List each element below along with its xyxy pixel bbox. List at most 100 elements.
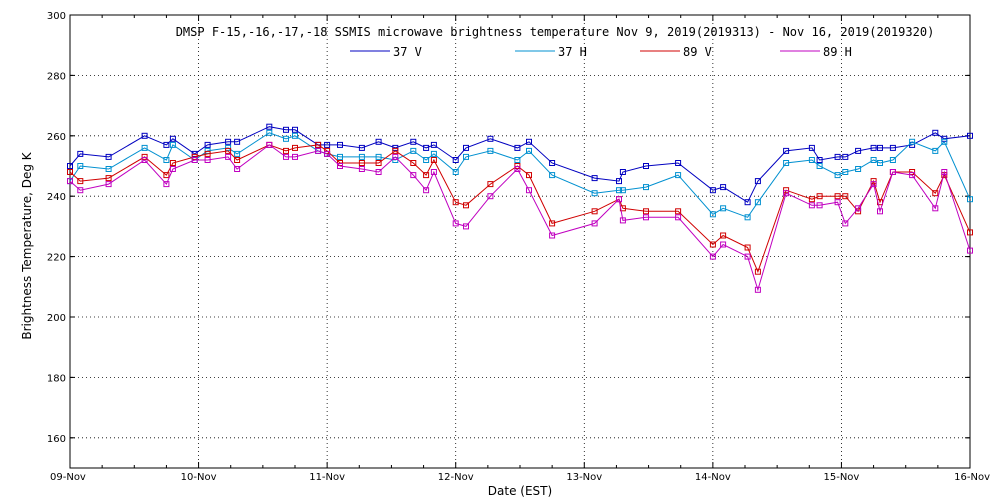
data-point <box>616 178 622 185</box>
data-point <box>808 144 815 151</box>
data-point <box>430 150 437 157</box>
data-point <box>452 157 459 163</box>
data-point <box>514 166 521 172</box>
data-point <box>619 169 626 175</box>
data-point <box>375 169 382 175</box>
legend-label: 37 H <box>558 45 587 59</box>
data-point <box>283 135 289 142</box>
y-tick-label: 240 <box>47 192 66 203</box>
legend-label: 37 V <box>393 45 422 59</box>
data-point <box>266 123 273 130</box>
data-point <box>487 135 494 142</box>
data-point <box>808 202 815 209</box>
data-point <box>266 141 273 148</box>
series-37-v <box>67 123 973 206</box>
data-point <box>292 126 298 133</box>
data-point <box>141 132 148 139</box>
series-line <box>69 126 971 203</box>
data-point <box>204 141 211 148</box>
data-point <box>889 157 896 163</box>
data-point <box>77 150 84 157</box>
data-point <box>204 157 211 163</box>
data-point <box>337 163 343 169</box>
data-point <box>526 187 532 194</box>
data-point <box>855 205 862 212</box>
data-point <box>423 187 430 194</box>
data-point <box>889 169 896 175</box>
data-point <box>870 144 877 151</box>
data-point <box>643 184 649 191</box>
data-point <box>842 169 849 175</box>
data-point <box>754 268 761 275</box>
x-tick-label: 09-Nov <box>50 472 86 483</box>
data-point <box>842 153 849 160</box>
y-tick-label: 280 <box>47 71 66 82</box>
data-point <box>169 160 176 166</box>
x-tick-label: 11-Nov <box>309 472 345 483</box>
data-point <box>169 166 176 172</box>
plot-frame <box>69 14 971 469</box>
data-point <box>643 163 649 169</box>
data-point <box>266 129 273 136</box>
data-point <box>410 172 417 179</box>
data-point <box>463 153 469 160</box>
data-point <box>709 241 716 248</box>
data-point <box>430 169 437 175</box>
y-tick-label: 200 <box>47 313 66 324</box>
data-point <box>423 144 430 151</box>
x-axis-label: Date (EST) <box>488 484 552 498</box>
data-point <box>234 157 241 163</box>
data-point <box>77 178 84 185</box>
data-point <box>754 178 761 185</box>
data-point <box>941 138 948 145</box>
data-point <box>808 196 815 203</box>
data-point <box>591 175 598 182</box>
data-point <box>619 187 626 194</box>
data-point <box>392 147 399 154</box>
chart-title: DMSP F-15,-16,-17,-18 SSMIS microwave br… <box>176 25 935 39</box>
data-point <box>834 193 841 200</box>
data-point <box>591 190 598 197</box>
data-point <box>842 220 849 227</box>
x-tick-label: 13-Nov <box>566 472 602 483</box>
data-point <box>783 160 790 166</box>
legend-label: 89 H <box>823 45 852 59</box>
data-point <box>105 175 112 182</box>
data-point <box>526 147 532 154</box>
data-point <box>675 160 682 166</box>
legend-label: 89 V <box>683 45 712 59</box>
data-point <box>870 157 877 163</box>
data-point <box>744 253 751 260</box>
data-point <box>191 153 198 160</box>
y-tick-label: 260 <box>47 132 66 143</box>
data-point <box>720 241 727 248</box>
data-point <box>283 153 289 160</box>
data-point <box>105 181 112 188</box>
data-point <box>616 196 622 203</box>
data-point <box>549 232 556 239</box>
data-point <box>358 166 365 172</box>
data-point <box>234 166 241 172</box>
data-point <box>487 193 494 200</box>
legend-item: 89 V <box>640 45 712 59</box>
x-tick-label: 10-Nov <box>181 472 217 483</box>
data-point <box>909 138 916 145</box>
data-point <box>816 157 823 163</box>
data-point <box>225 138 232 145</box>
data-point <box>808 157 815 163</box>
data-point <box>549 160 556 166</box>
data-point <box>720 232 727 239</box>
legend-item: 37 V <box>350 45 422 59</box>
data-point <box>292 144 298 151</box>
data-point <box>141 144 148 151</box>
data-point <box>67 163 73 169</box>
x-tick-label: 14-Nov <box>695 472 731 483</box>
data-point <box>932 129 939 136</box>
data-point <box>754 199 761 206</box>
data-point <box>526 138 532 145</box>
data-point <box>783 147 790 154</box>
data-point <box>967 132 973 139</box>
data-point <box>283 147 289 154</box>
data-point <box>191 157 198 163</box>
